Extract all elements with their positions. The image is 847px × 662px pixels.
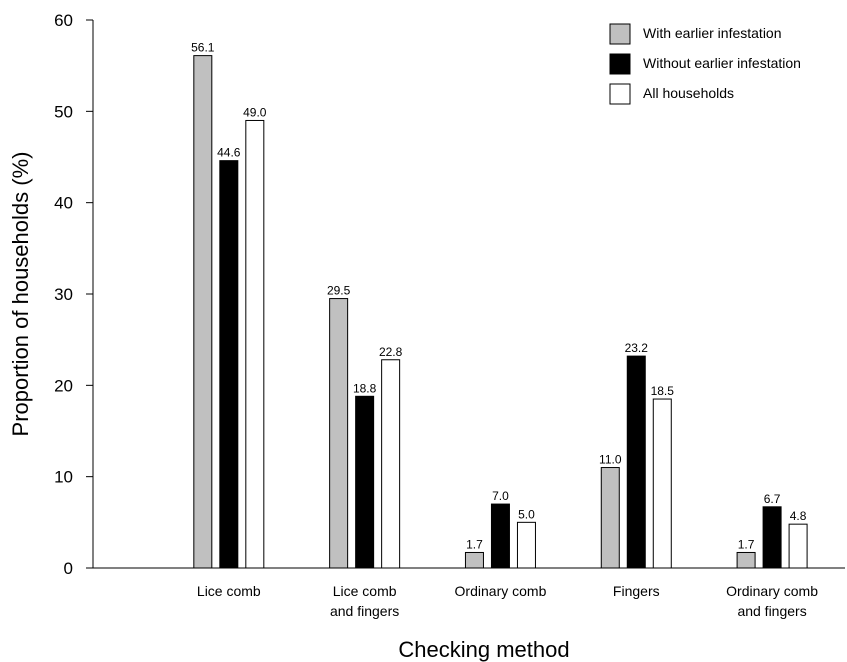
bar <box>355 395 375 569</box>
legend-label: All households <box>643 85 734 101</box>
x-category-label: Lice comb <box>333 583 397 599</box>
bar <box>652 398 672 569</box>
y-tick-label: 30 <box>54 285 73 304</box>
bar <box>381 359 401 569</box>
bar <box>490 503 510 569</box>
data-label: 18.5 <box>651 384 675 398</box>
data-label: 5.0 <box>518 507 535 521</box>
data-label: 49.0 <box>243 105 267 119</box>
x-category-label: Ordinary comb <box>455 583 547 599</box>
bar <box>193 55 213 569</box>
data-label: 18.8 <box>353 381 377 395</box>
bar <box>788 523 808 569</box>
data-label: 44.6 <box>217 146 241 160</box>
bar <box>736 551 756 569</box>
data-label: 11.0 <box>599 453 622 467</box>
y-tick-label: 0 <box>64 559 73 578</box>
data-label: 56.1 <box>191 41 215 55</box>
y-tick-label: 10 <box>54 468 73 487</box>
legend-swatch <box>609 83 631 105</box>
x-category-label: Lice comb <box>197 583 261 599</box>
legend-swatch <box>609 53 631 75</box>
bars <box>193 55 808 569</box>
x-category-label: Fingers <box>613 583 660 599</box>
x-category-label: and fingers <box>737 603 806 619</box>
y-tick-label: 50 <box>54 102 73 121</box>
legend: With earlier infestation Without earlier … <box>609 23 801 105</box>
data-label: 29.5 <box>327 284 351 298</box>
x-axis-title: Checking method <box>398 637 569 662</box>
axes: 0 10 20 30 40 50 60 Lice comb Lice comb and finge… <box>54 11 845 619</box>
y-axis-title: Proportion of households (%) <box>8 152 33 437</box>
y-tick-label: 40 <box>54 194 73 213</box>
legend-label: Without earlier infestation <box>643 55 801 71</box>
legend-swatch <box>609 23 631 45</box>
bar <box>626 355 646 569</box>
data-label: 7.0 <box>492 489 509 503</box>
bar <box>600 467 620 569</box>
bar <box>219 160 239 569</box>
bar <box>329 298 349 569</box>
x-category-label: and fingers <box>330 603 399 619</box>
data-label: 1.7 <box>466 537 483 551</box>
data-label: 6.7 <box>764 492 781 506</box>
x-category-label: Ordinary comb <box>726 583 818 599</box>
bar <box>516 521 536 569</box>
data-labels: 56.1 29.5 1.7 11.0 1.7 44.6 18.8 7.0 23.2 6.7 49.0… <box>191 41 807 552</box>
legend-label: With earlier infestation <box>643 25 782 41</box>
data-label: 4.8 <box>790 509 807 523</box>
data-label: 22.8 <box>379 345 403 359</box>
y-tick-label: 60 <box>54 11 73 30</box>
bar <box>245 119 265 569</box>
y-tick-label: 20 <box>54 376 73 395</box>
data-label: 23.2 <box>625 341 649 355</box>
bar <box>762 506 782 569</box>
data-label: 1.7 <box>738 537 755 551</box>
bar <box>464 551 484 569</box>
